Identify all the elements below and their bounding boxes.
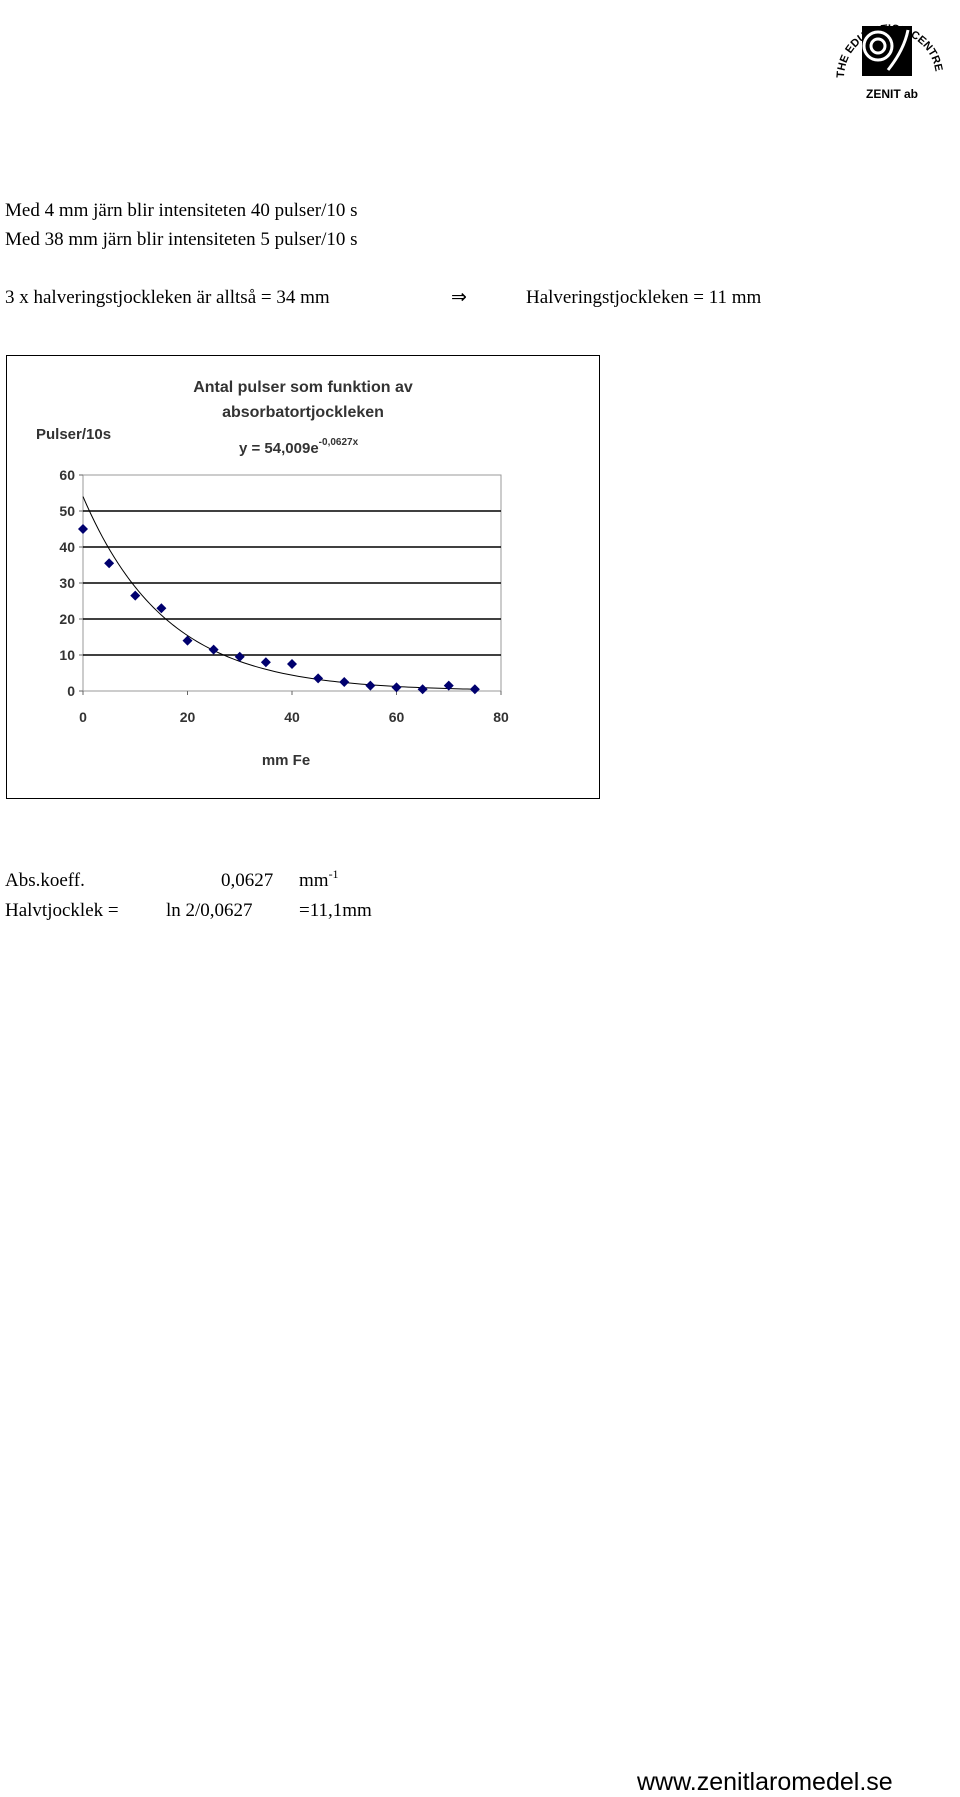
result: =11,1mm [299, 900, 372, 921]
x-tick-label: 0 [79, 709, 87, 725]
marker [339, 677, 350, 687]
x-tick-label: 40 [284, 709, 300, 725]
text-line: 3 x halveringstjockleken är alltså = 34 … [5, 287, 330, 308]
y-tick-label: 10 [59, 647, 75, 663]
marker [417, 684, 428, 695]
chart-title: absorbatortjockleken [222, 404, 384, 421]
text-line: Med 38 mm järn blir intensiteten 5 pulse… [5, 229, 358, 250]
y-tick-label: 40 [59, 539, 75, 555]
chart-title: Antal pulser som funktion av [193, 379, 413, 396]
unit: mm [299, 870, 329, 891]
value: 0,0627 [221, 870, 274, 891]
marker [443, 680, 454, 691]
marker [234, 651, 245, 662]
x-tick-label: 80 [493, 709, 509, 725]
y-tick-label: 0 [67, 683, 75, 699]
logo: THE EDUCATION CENTRE OF SMÖGEN ZENIT ab [826, 0, 945, 101]
marker [313, 673, 324, 684]
x-tick-label: 60 [389, 709, 405, 725]
formula: ln 2/0,0627 [166, 900, 253, 921]
logo-name: ZENIT ab [866, 87, 918, 101]
marker [208, 644, 219, 655]
arrow: ⇒ [451, 287, 467, 308]
marker [287, 659, 297, 669]
marker [365, 680, 376, 691]
x-tick-label: 20 [180, 709, 196, 725]
marker [260, 657, 271, 668]
chart: Antal pulser som funktion av absorbatortj… [6, 355, 600, 799]
logo-stroke [886, 29, 910, 71]
y-tick-label: 50 [59, 503, 75, 519]
marker [156, 603, 167, 614]
y-tick-label: 20 [59, 611, 75, 627]
unit-wrap: mm-1 [299, 868, 339, 891]
trendline [82, 496, 475, 690]
unit-exponent: -1 [328, 867, 339, 881]
logo-arc [862, 30, 894, 62]
x-axis-label: mm Fe [262, 752, 310, 769]
label: Halvtjocklek = [5, 900, 119, 921]
y-axis-label: Pulser/10s [36, 426, 111, 443]
text-line: Med 4 mm järn blir intensiteten 40 pulse… [5, 200, 358, 221]
equation-base: y = 54,009e [239, 440, 319, 457]
marker [391, 682, 402, 693]
marker [78, 524, 88, 534]
y-tick-label: 30 [59, 575, 75, 591]
marker [469, 684, 480, 695]
equation-exponent: -0,0627x [319, 437, 359, 448]
label: Abs.koeff. [5, 870, 85, 891]
marker [104, 558, 115, 569]
y-tick-label: 60 [59, 467, 75, 483]
logo-arc [869, 37, 887, 55]
marker [182, 635, 193, 646]
footer: www.zenitlaromedel.se [637, 1768, 893, 1796]
text-line: Halveringstjockleken = 11 mm [526, 287, 762, 308]
trendline-equation: y = 54,009e-0,0627x [239, 437, 359, 457]
marker [130, 590, 141, 601]
